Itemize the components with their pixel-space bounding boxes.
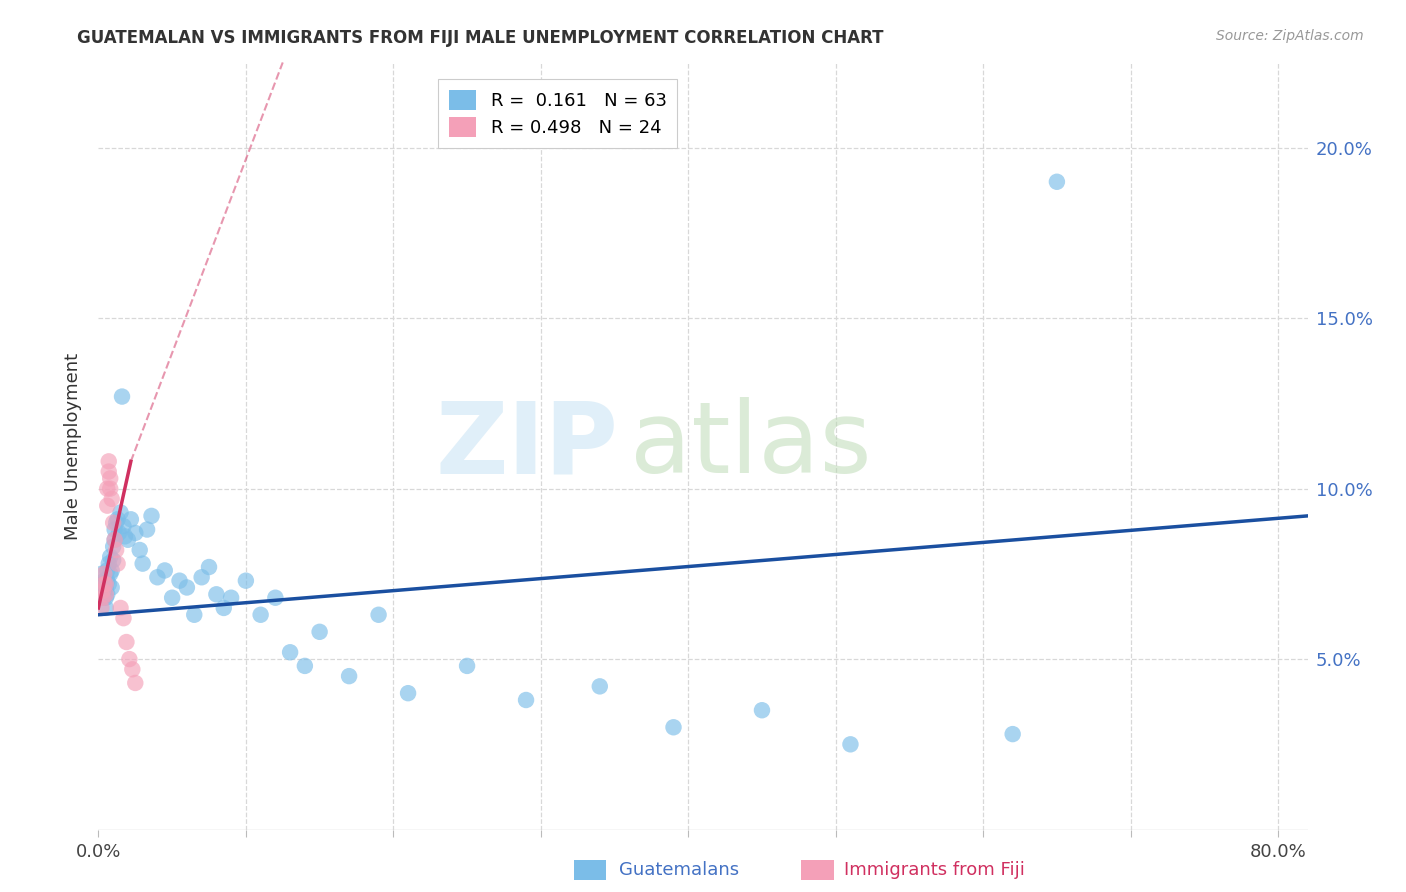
Point xyxy=(169,574,191,588)
Point xyxy=(294,659,316,673)
Point xyxy=(117,533,139,547)
Point xyxy=(212,601,235,615)
Text: Source: ZipAtlas.com: Source: ZipAtlas.com xyxy=(1216,29,1364,43)
Point xyxy=(146,570,169,584)
Point xyxy=(160,591,183,605)
Point xyxy=(131,557,153,571)
Point xyxy=(97,454,120,468)
Point xyxy=(96,499,118,513)
Point xyxy=(101,540,124,554)
Point xyxy=(100,564,122,578)
Point xyxy=(94,601,117,615)
Point xyxy=(112,611,135,625)
Point xyxy=(94,591,117,605)
Point xyxy=(205,587,228,601)
Text: ZIP: ZIP xyxy=(436,398,619,494)
Point xyxy=(97,465,120,479)
Point xyxy=(396,686,419,700)
Point xyxy=(97,577,120,591)
Point xyxy=(104,523,127,537)
Point xyxy=(93,577,115,591)
Point xyxy=(91,591,114,605)
Text: Immigrants from Fiji: Immigrants from Fiji xyxy=(844,861,1025,879)
Point xyxy=(115,635,138,649)
Point xyxy=(90,601,112,615)
Point xyxy=(456,659,478,673)
Point xyxy=(91,577,114,591)
Point xyxy=(98,549,121,564)
Point xyxy=(128,543,150,558)
Point xyxy=(114,529,136,543)
Point xyxy=(91,591,114,605)
Point xyxy=(96,564,118,578)
Point xyxy=(337,669,360,683)
Point xyxy=(110,506,132,520)
Point xyxy=(249,607,271,622)
Point xyxy=(121,662,143,676)
Point xyxy=(93,583,115,598)
Point xyxy=(176,581,198,595)
Point xyxy=(278,645,301,659)
Point xyxy=(105,516,128,530)
Point xyxy=(98,471,121,485)
Point xyxy=(190,570,212,584)
Point xyxy=(120,512,142,526)
Point xyxy=(96,587,118,601)
Text: GUATEMALAN VS IMMIGRANTS FROM FIJI MALE UNEMPLOYMENT CORRELATION CHART: GUATEMALAN VS IMMIGRANTS FROM FIJI MALE … xyxy=(77,29,884,46)
Point xyxy=(264,591,287,605)
Point xyxy=(235,574,257,588)
Point xyxy=(107,512,129,526)
Point xyxy=(100,581,122,595)
Point xyxy=(98,566,121,581)
Point xyxy=(515,693,537,707)
Point xyxy=(124,525,146,540)
Point xyxy=(308,624,330,639)
Point xyxy=(91,583,114,598)
Text: atlas: atlas xyxy=(630,398,872,494)
Point xyxy=(111,390,134,404)
Point xyxy=(839,737,862,751)
Point xyxy=(98,482,121,496)
Point xyxy=(108,525,131,540)
Point xyxy=(110,601,132,615)
Point xyxy=(183,607,205,622)
Point xyxy=(219,591,242,605)
Point xyxy=(124,676,146,690)
Point xyxy=(96,482,118,496)
Point xyxy=(112,519,135,533)
Point xyxy=(94,577,117,591)
Legend: R =  0.161   N = 63, R = 0.498   N = 24: R = 0.161 N = 63, R = 0.498 N = 24 xyxy=(439,79,678,148)
Point xyxy=(104,533,127,547)
Point xyxy=(1001,727,1024,741)
Point xyxy=(90,566,112,581)
Text: Guatemalans: Guatemalans xyxy=(619,861,738,879)
Point xyxy=(136,523,159,537)
Point xyxy=(107,557,129,571)
Point xyxy=(97,557,120,571)
Point xyxy=(751,703,773,717)
Point xyxy=(94,581,117,595)
Point xyxy=(141,508,163,523)
Point xyxy=(93,566,115,581)
Point xyxy=(1046,175,1069,189)
Point xyxy=(589,679,612,693)
Point xyxy=(101,516,124,530)
Point xyxy=(100,491,122,506)
Point xyxy=(367,607,389,622)
Point xyxy=(118,652,141,666)
Point xyxy=(105,543,128,558)
Point xyxy=(662,720,685,734)
Y-axis label: Male Unemployment: Male Unemployment xyxy=(65,352,83,540)
Point xyxy=(104,533,127,547)
Point xyxy=(198,560,221,574)
Point xyxy=(101,553,124,567)
Point xyxy=(93,574,115,588)
Point xyxy=(153,564,176,578)
Point xyxy=(94,587,117,601)
Point xyxy=(96,574,118,588)
